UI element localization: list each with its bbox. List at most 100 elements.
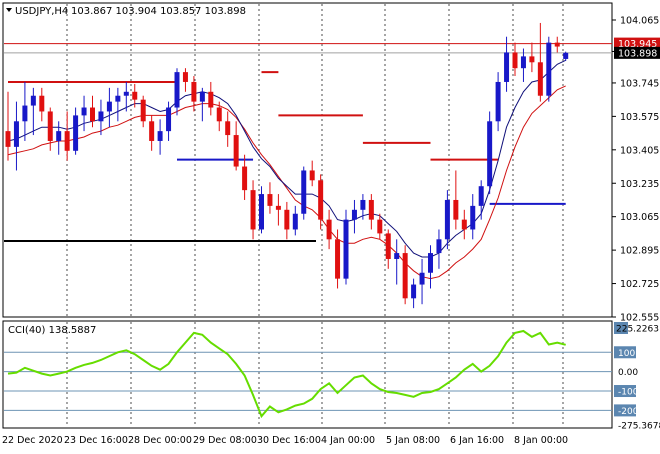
candle bbox=[81, 95, 87, 132]
candle-body bbox=[30, 95, 36, 106]
bid-price-tag-bg bbox=[614, 46, 660, 59]
cci-label: CCI(40) 138.5887 bbox=[8, 325, 96, 336]
cci-tick-label: -275.3678 bbox=[618, 422, 660, 432]
candle bbox=[166, 101, 172, 141]
price-tick-label: 102.895 bbox=[620, 246, 659, 257]
candle-body bbox=[402, 253, 408, 299]
candle bbox=[394, 239, 400, 285]
candle-body bbox=[444, 199, 450, 240]
candle-body bbox=[284, 209, 290, 230]
candle bbox=[563, 51, 569, 61]
candle bbox=[326, 209, 332, 250]
candle bbox=[250, 180, 256, 240]
candle-body bbox=[22, 105, 28, 122]
candle-body bbox=[13, 121, 19, 147]
cci-pane[interactable] bbox=[2, 320, 613, 429]
candle-body bbox=[199, 91, 205, 102]
candle bbox=[191, 76, 197, 112]
candle bbox=[470, 194, 476, 240]
time-axis-label: 29 Dec 08:00 bbox=[193, 435, 257, 446]
candle bbox=[343, 209, 349, 285]
candle bbox=[208, 81, 214, 116]
cci-tick-label: -100 bbox=[618, 388, 639, 398]
candle bbox=[368, 194, 374, 230]
candle bbox=[444, 190, 450, 250]
candle bbox=[487, 111, 493, 195]
cci-level-tag-bg bbox=[614, 346, 636, 359]
candle-body bbox=[537, 62, 543, 96]
symbol-dropdown-icon[interactable] bbox=[6, 8, 12, 12]
candle-body bbox=[368, 199, 374, 220]
candle-body bbox=[242, 166, 248, 191]
candle bbox=[90, 95, 95, 128]
candle-body bbox=[360, 199, 366, 210]
candle bbox=[554, 36, 560, 53]
cci-line bbox=[7, 329, 566, 419]
time-axis-label: 28 Dec 00:00 bbox=[128, 435, 192, 446]
cci-tick-label: 225.2263 bbox=[616, 325, 659, 335]
candle-body bbox=[563, 52, 569, 59]
candle bbox=[495, 72, 501, 132]
candle bbox=[546, 36, 552, 102]
resistance-price-tag-bg bbox=[614, 37, 660, 50]
candle-body bbox=[259, 194, 264, 230]
candle-body bbox=[470, 205, 476, 230]
candle-body bbox=[182, 72, 188, 82]
candle-body bbox=[512, 52, 518, 69]
candle bbox=[335, 229, 341, 289]
candle bbox=[436, 229, 442, 269]
candle bbox=[132, 83, 138, 108]
candle-body bbox=[411, 284, 417, 299]
price-pane[interactable] bbox=[2, 2, 613, 318]
candle bbox=[225, 111, 231, 147]
candle bbox=[216, 101, 222, 132]
time-axis-label: 30 Dec 16:00 bbox=[257, 435, 321, 446]
price-tick-label: 104.065 bbox=[620, 16, 659, 27]
candle bbox=[47, 107, 53, 151]
time-axis-label: 5 Jan 08:00 bbox=[386, 435, 440, 446]
candle-body bbox=[504, 52, 510, 82]
candle-body bbox=[64, 131, 70, 151]
candle bbox=[360, 194, 366, 220]
price-tick-label: 103.405 bbox=[620, 145, 659, 156]
horizontal-lines bbox=[4, 43, 612, 242]
candle-body bbox=[115, 95, 121, 102]
ohlc-readout: 103.867 103.904 103.857 103.898 bbox=[71, 6, 246, 17]
candle bbox=[318, 174, 324, 230]
cci-tick-label: -200 bbox=[618, 407, 639, 417]
candle-body bbox=[233, 135, 239, 167]
cci-tick-label: 0.00 bbox=[618, 368, 638, 378]
candle-body bbox=[90, 107, 95, 122]
candle bbox=[309, 160, 315, 187]
time-axis-label: 6 Jan 16:00 bbox=[450, 435, 504, 446]
candle-body bbox=[326, 219, 332, 240]
cci-level-tag-bg bbox=[614, 322, 628, 334]
candle bbox=[22, 81, 28, 141]
time-axis-label: 8 Jan 00:00 bbox=[514, 435, 568, 446]
candle bbox=[284, 201, 290, 240]
price-tick-label: 103.235 bbox=[620, 179, 659, 190]
cci-level-tag-bg bbox=[614, 404, 636, 417]
candle bbox=[140, 95, 146, 128]
bid-price-tag: 103.898 bbox=[618, 48, 657, 59]
candle-body bbox=[166, 107, 172, 132]
candle-body bbox=[495, 81, 501, 122]
candle-body bbox=[478, 186, 484, 206]
candle bbox=[182, 68, 188, 92]
candle bbox=[174, 68, 180, 116]
candle-body bbox=[56, 131, 62, 141]
candle bbox=[512, 42, 518, 77]
candle-body bbox=[5, 131, 11, 147]
candle-body bbox=[275, 205, 281, 210]
candle bbox=[242, 154, 248, 200]
candle bbox=[411, 278, 417, 309]
price-tick-label: 103.575 bbox=[620, 112, 659, 123]
candles bbox=[5, 22, 569, 309]
candle bbox=[73, 107, 79, 155]
candle-body bbox=[132, 91, 138, 100]
candle-body bbox=[301, 170, 307, 214]
candle-body bbox=[106, 101, 112, 112]
candle-body bbox=[546, 42, 552, 96]
candle bbox=[428, 245, 433, 289]
